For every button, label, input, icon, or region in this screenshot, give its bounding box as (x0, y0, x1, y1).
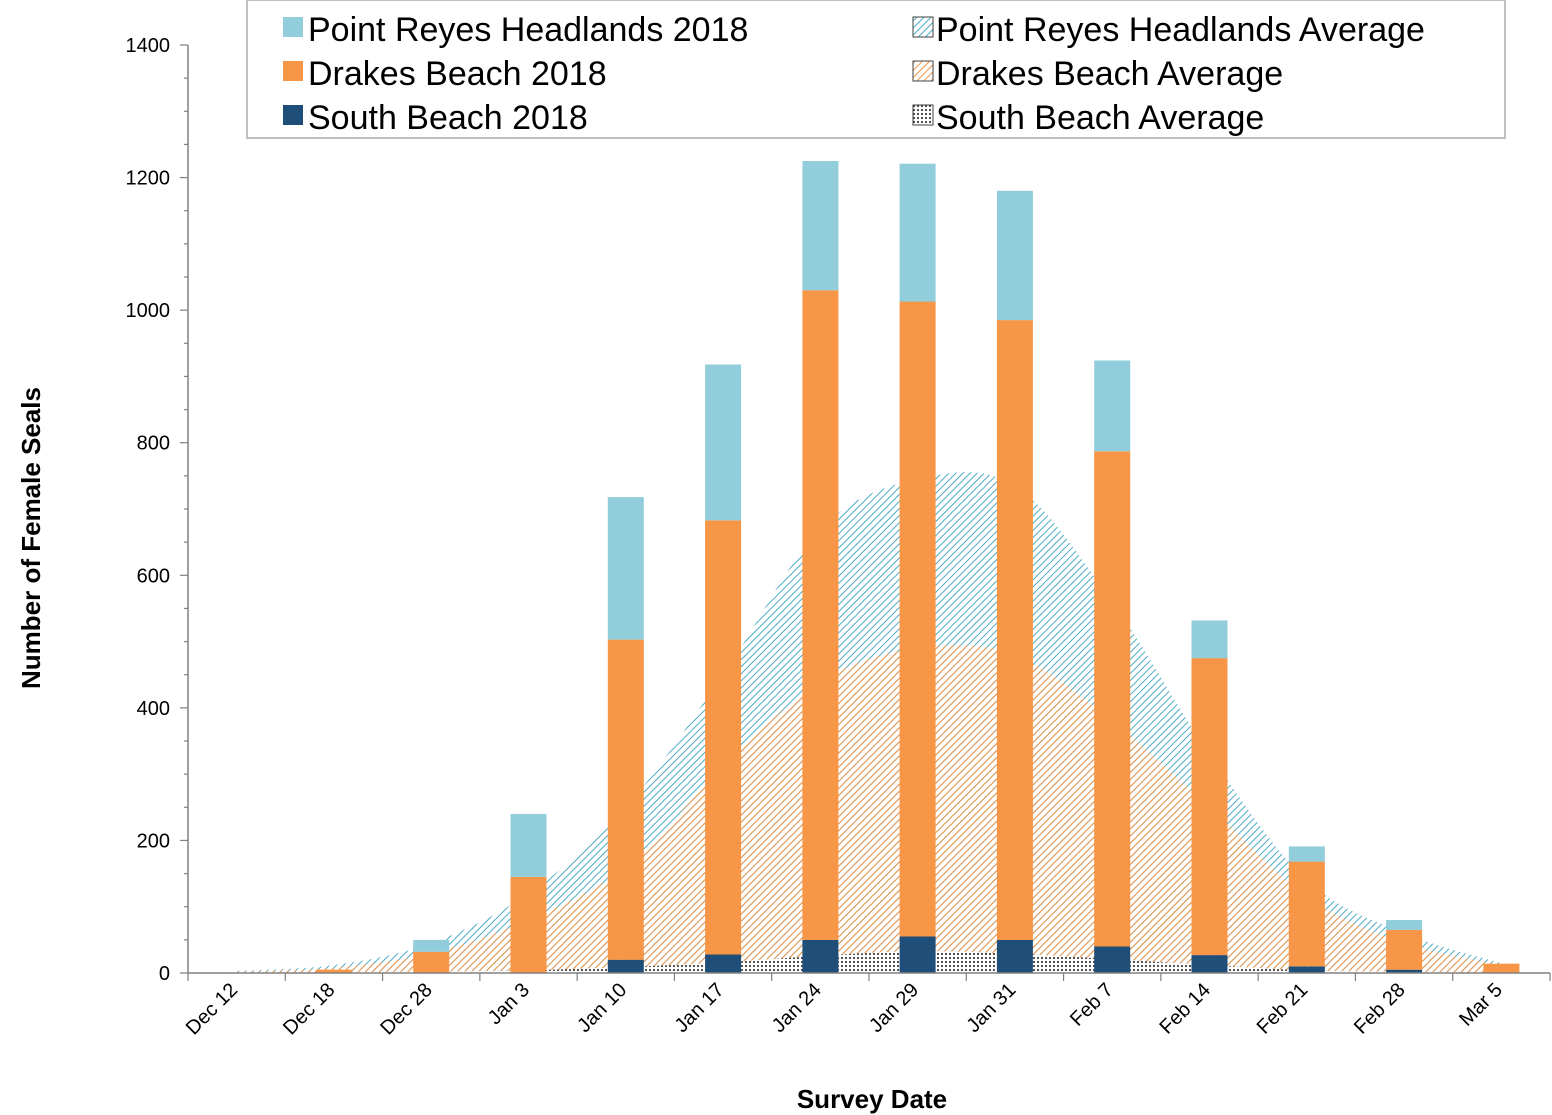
x-tick-label: Jan 3 (484, 979, 534, 1029)
average-areas (236, 472, 1502, 973)
bar-point-reyes-headlands-2018-jan-31 (996, 190, 1033, 321)
bar-south-beach-2018-feb-21 (1288, 966, 1325, 973)
bar-point-reyes-headlands-2018-jan-17 (705, 364, 742, 521)
legend-label-drakes-2018: Drakes Beach 2018 (308, 55, 607, 93)
bar-south-beach-2018-jan-17 (705, 954, 742, 973)
x-tick-label: Mar 5 (1455, 979, 1507, 1031)
bar-point-reyes-headlands-2018-feb-14 (1191, 620, 1228, 659)
bar-point-reyes-headlands-2018-jan-10 (607, 497, 644, 640)
bar-south-beach-2018-jan-29 (899, 936, 936, 973)
bar-drakes-beach-2018-feb-7 (1094, 451, 1131, 947)
x-tick-label: Feb 7 (1066, 979, 1118, 1031)
y-tick-label: 1000 (126, 300, 171, 322)
bar-south-beach-2018-feb-7 (1094, 946, 1131, 973)
legend-swatch-drakes-2018 (283, 61, 303, 81)
bar-south-beach-2018-feb-28 (1386, 969, 1423, 973)
bar-drakes-beach-2018-jan-10 (607, 639, 644, 960)
y-tick-label: 400 (137, 698, 170, 720)
bar-drakes-beach-2018-jan-3 (510, 876, 547, 973)
x-tick-label: Feb 28 (1350, 979, 1410, 1039)
y-tick-label: 1200 (126, 168, 171, 190)
bar-south-beach-2018-jan-31 (996, 939, 1033, 973)
bar-drakes-beach-2018-feb-14 (1191, 658, 1228, 956)
x-tick-label: Feb 21 (1253, 979, 1313, 1039)
x-tick-label: Jan 29 (865, 979, 923, 1037)
legend-box (246, 0, 1506, 139)
x-tick-label: Feb 14 (1155, 979, 1215, 1039)
bar-south-beach-2018-feb-14 (1191, 955, 1228, 973)
average-area-south-beach-average (236, 951, 1502, 973)
bar-drakes-beach-2018-dec-18 (315, 969, 352, 973)
legend-label-south-2018: South Beach 2018 (308, 99, 588, 137)
bar-point-reyes-headlands-2018-dec-28 (413, 939, 450, 952)
x-tick-label: Jan 10 (573, 979, 631, 1037)
legend-label-drakes-average: Drakes Beach Average (936, 55, 1283, 93)
y-tick-label: 200 (137, 830, 170, 852)
bar-drakes-beach-2018-mar-5 (1483, 963, 1520, 973)
bar-point-reyes-headlands-2018-jan-3 (510, 813, 547, 877)
legend: Point Reyes Headlands 2018 Point Reyes H… (246, 0, 1506, 139)
bar-drakes-beach-2018-feb-28 (1386, 929, 1423, 970)
legend-label-south-average: South Beach Average (936, 99, 1264, 137)
x-tick-label: Jan 31 (962, 979, 1020, 1037)
bar-point-reyes-headlands-2018-jan-24 (802, 161, 839, 291)
bar-point-reyes-headlands-2018-feb-7 (1094, 360, 1131, 452)
average-area-drakes-beach-average (236, 645, 1502, 973)
bar-point-reyes-headlands-2018-jan-29 (899, 163, 936, 302)
bar-south-beach-2018-jan-10 (607, 959, 644, 973)
x-tick-label: Dec 18 (279, 979, 339, 1039)
legend-label-headlands-2018: Point Reyes Headlands 2018 (308, 11, 748, 49)
bar-drakes-beach-2018-jan-17 (705, 520, 742, 955)
y-tick-label: 1400 (126, 35, 171, 57)
legend-swatch-south-2018 (283, 105, 303, 125)
bar-drakes-beach-2018-jan-24 (802, 290, 839, 940)
x-axis-title: Survey Date (797, 1084, 947, 1114)
bar-drakes-beach-2018-jan-29 (899, 301, 936, 937)
x-tick-label: Dec 12 (182, 979, 242, 1039)
bar-point-reyes-headlands-2018-feb-28 (1386, 920, 1423, 930)
legend-swatch-south-average (912, 104, 934, 126)
x-tick-label: Dec 28 (376, 979, 436, 1039)
bar-drakes-beach-2018-jan-31 (996, 320, 1033, 940)
y-tick-label: 800 (137, 433, 170, 455)
bars (315, 161, 1520, 973)
bar-south-beach-2018-jan-24 (802, 939, 839, 973)
legend-swatch-headlands-average (912, 16, 934, 38)
legend-swatch-headlands-2018 (283, 17, 303, 37)
x-tick-label: Jan 17 (671, 979, 729, 1037)
y-tick-label: 600 (137, 565, 170, 587)
x-tick-label: Jan 24 (768, 979, 826, 1037)
bar-point-reyes-headlands-2018-feb-21 (1288, 846, 1325, 862)
bar-drakes-beach-2018-feb-21 (1288, 861, 1325, 967)
bar-drakes-beach-2018-dec-28 (413, 951, 450, 973)
y-axis-title: Number of Female Seals (16, 387, 46, 689)
y-tick-label: 0 (159, 963, 170, 985)
legend-label-headlands-average: Point Reyes Headlands Average (936, 11, 1425, 49)
legend-swatch-drakes-average (912, 60, 934, 82)
